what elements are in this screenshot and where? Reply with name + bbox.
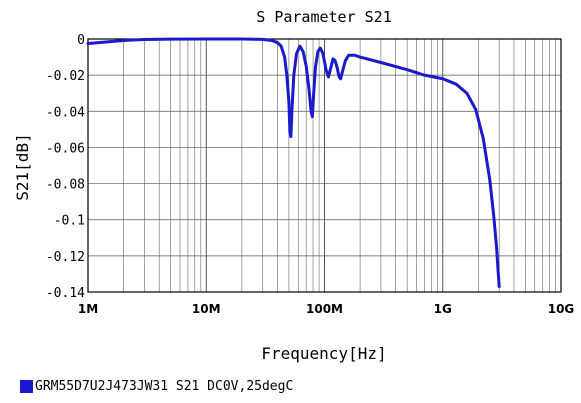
legend: GRM55D7U2J473JW31 S21 DC0V,25degC bbox=[20, 378, 293, 394]
legend-swatch bbox=[20, 379, 33, 393]
legend-label: GRM55D7U2J473JW31 S21 DC0V,25degC bbox=[35, 378, 294, 394]
y-tick-label: -0.02 bbox=[46, 69, 85, 84]
y-tick-label: -0.14 bbox=[46, 286, 85, 301]
y-tick-label: -0.08 bbox=[46, 178, 85, 193]
x-tick-label: 10G bbox=[548, 302, 575, 316]
y-tick-label: -0.12 bbox=[46, 250, 85, 265]
x-tick-label: 1G bbox=[434, 302, 452, 316]
x-tick-labels: 1M 10M 100M 1G 10G bbox=[78, 302, 574, 316]
series-line bbox=[86, 37, 501, 289]
chart-title: S Parameter S21 bbox=[256, 8, 391, 26]
y-tick-labels: 0 -0.02 -0.04 -0.06 -0.08 -0.1 -0.12 -0.14 bbox=[46, 33, 85, 301]
plot-area bbox=[87, 38, 562, 293]
x-tick-label: 10M bbox=[192, 302, 221, 316]
grid bbox=[88, 39, 561, 292]
y-axis-label: S21[dB] bbox=[13, 133, 32, 200]
series-layer bbox=[86, 37, 501, 289]
x-tick-label: 1M bbox=[78, 302, 98, 316]
x-axis-label: Frequency[Hz] bbox=[261, 344, 386, 363]
y-tick-label: -0.06 bbox=[46, 141, 85, 156]
y-tick-label: -0.04 bbox=[46, 105, 85, 120]
y-tick-label: 0 bbox=[77, 33, 85, 48]
x-tick-label: 100M bbox=[306, 302, 343, 316]
y-tick-label: -0.1 bbox=[54, 214, 85, 229]
